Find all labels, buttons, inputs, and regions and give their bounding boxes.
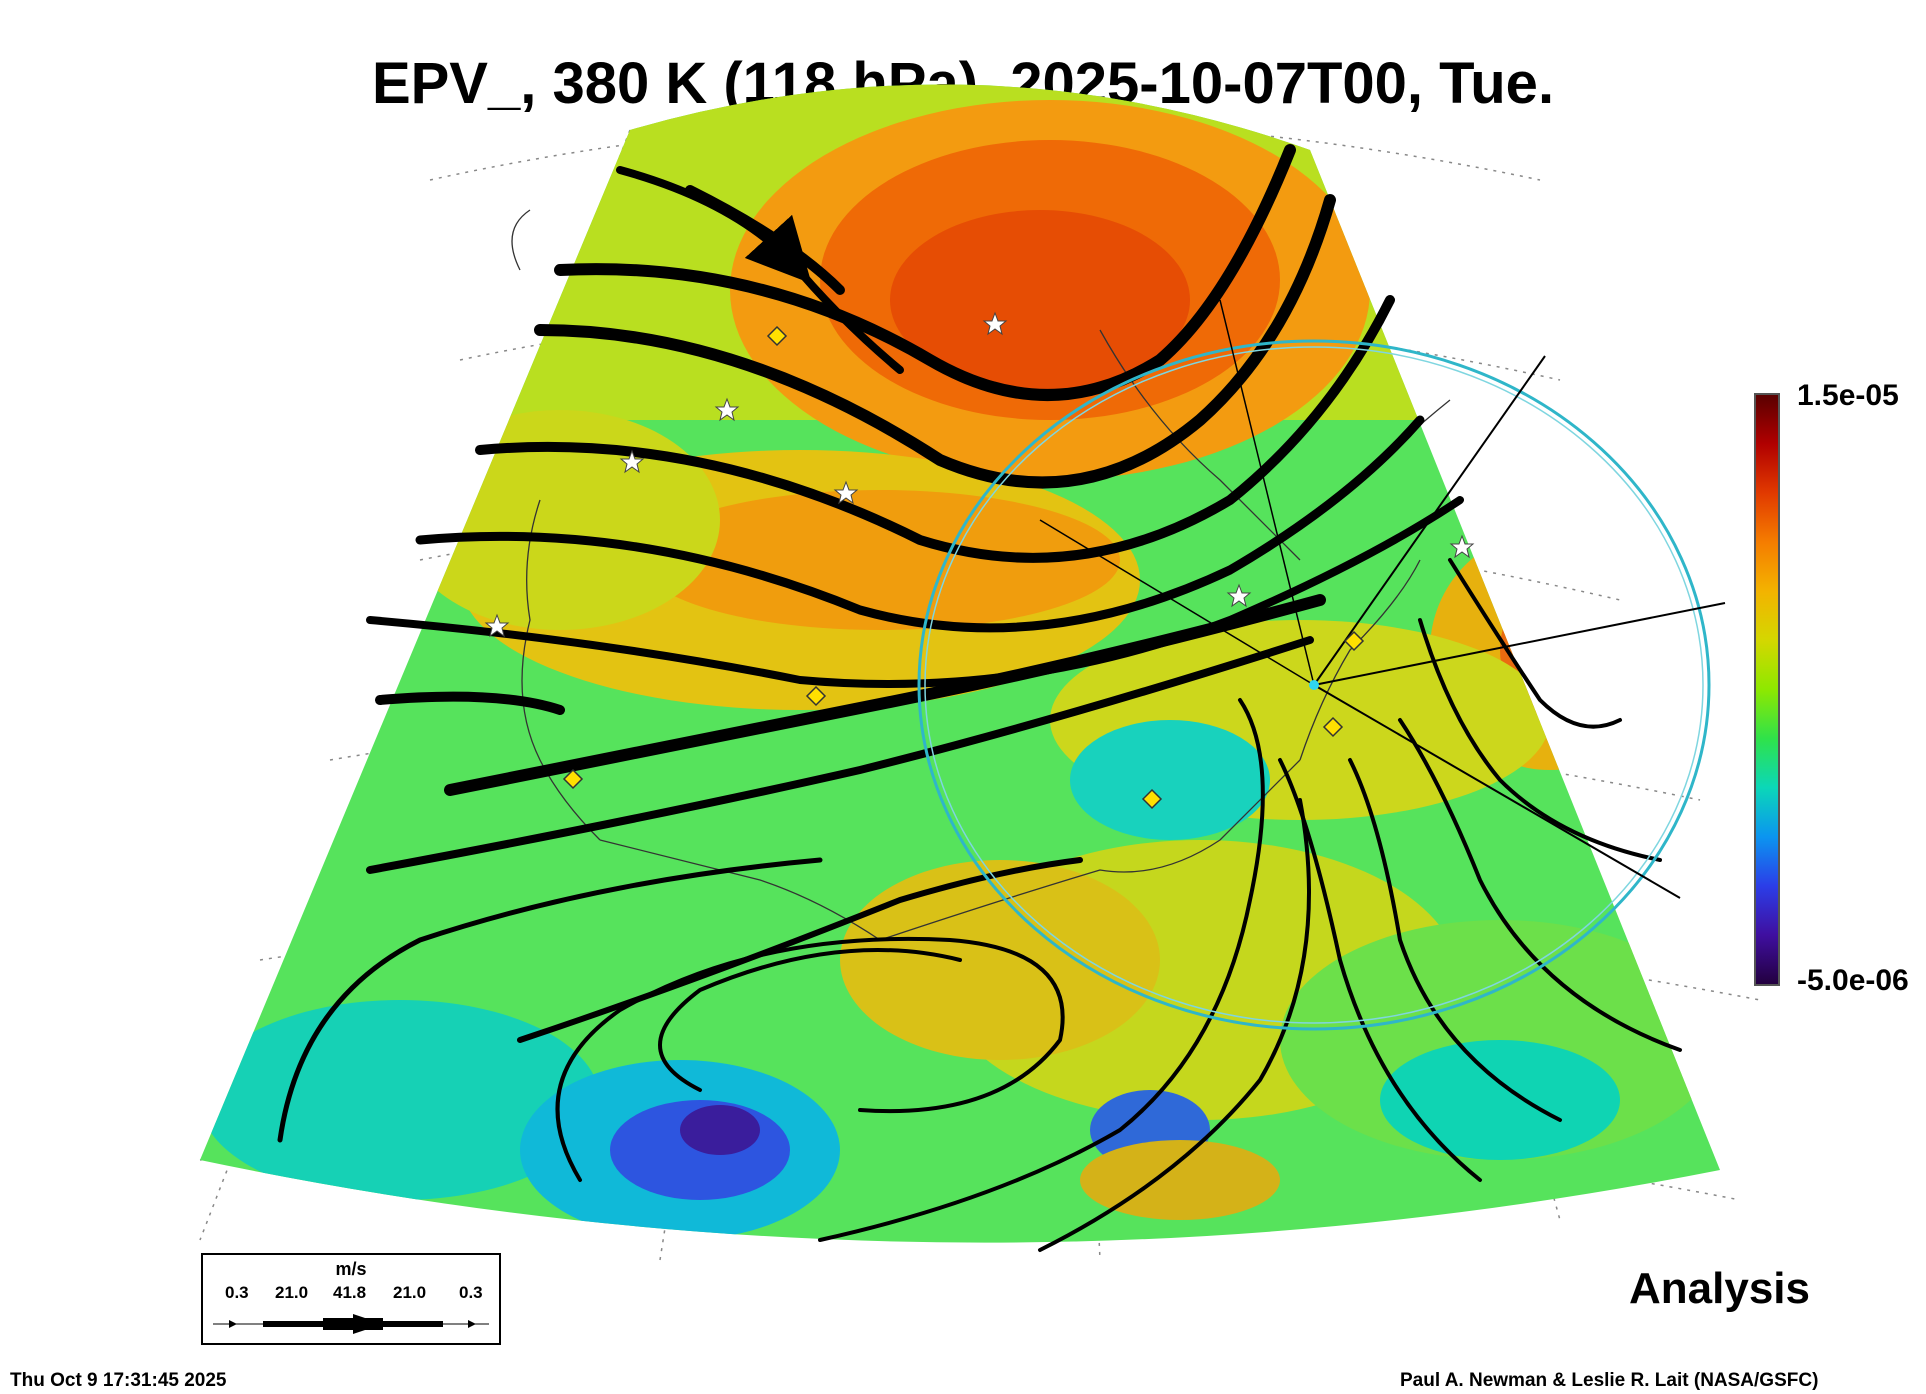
star-icon [484,613,510,638]
star-icon [982,311,1008,336]
diamond-icon [805,685,827,707]
legend-value: 0.3 [225,1283,249,1302]
timestamp: Thu Oct 9 17:31:45 2025 [10,1370,227,1391]
colorbar-min-label: -5.0e-06 [1797,964,1909,997]
wind-speed-legend: m/s 0.3 21.0 41.8 21.0 0.3 [201,1253,501,1345]
yellow-diamond-markers [562,325,1365,810]
diamond-icon [1322,716,1344,738]
streamlines [277,144,1682,1252]
star-icon [1226,583,1252,608]
legend-value: 0.3 [459,1283,483,1302]
diamond-icon [1141,788,1163,810]
legend-value: 21.0 [275,1283,309,1302]
white-star-markers [484,311,1475,638]
diamond-icon [766,325,788,347]
credit-line: Paul A. Newman & Leslie R. Lait (NASA/GS… [1400,1370,1819,1391]
coastlines [511,209,1451,941]
projection-circle [917,299,1726,1031]
colorbar [1754,393,1780,986]
star-icon [1449,534,1475,559]
star-icon [714,397,740,422]
legend-value: 21.0 [393,1283,427,1302]
legend-arrow-scale [213,1314,489,1334]
analysis-label: Analysis [1629,1264,1810,1313]
star-icon [833,480,859,505]
legend-value: 41.8 [333,1283,367,1302]
colorbar-max-label: 1.5e-05 [1797,379,1899,412]
star-icon [619,449,645,474]
legend-unit: m/s [335,1259,367,1279]
epv-field [200,84,1720,1243]
diamond-icon [1343,630,1365,652]
diamond-icon [562,768,584,790]
